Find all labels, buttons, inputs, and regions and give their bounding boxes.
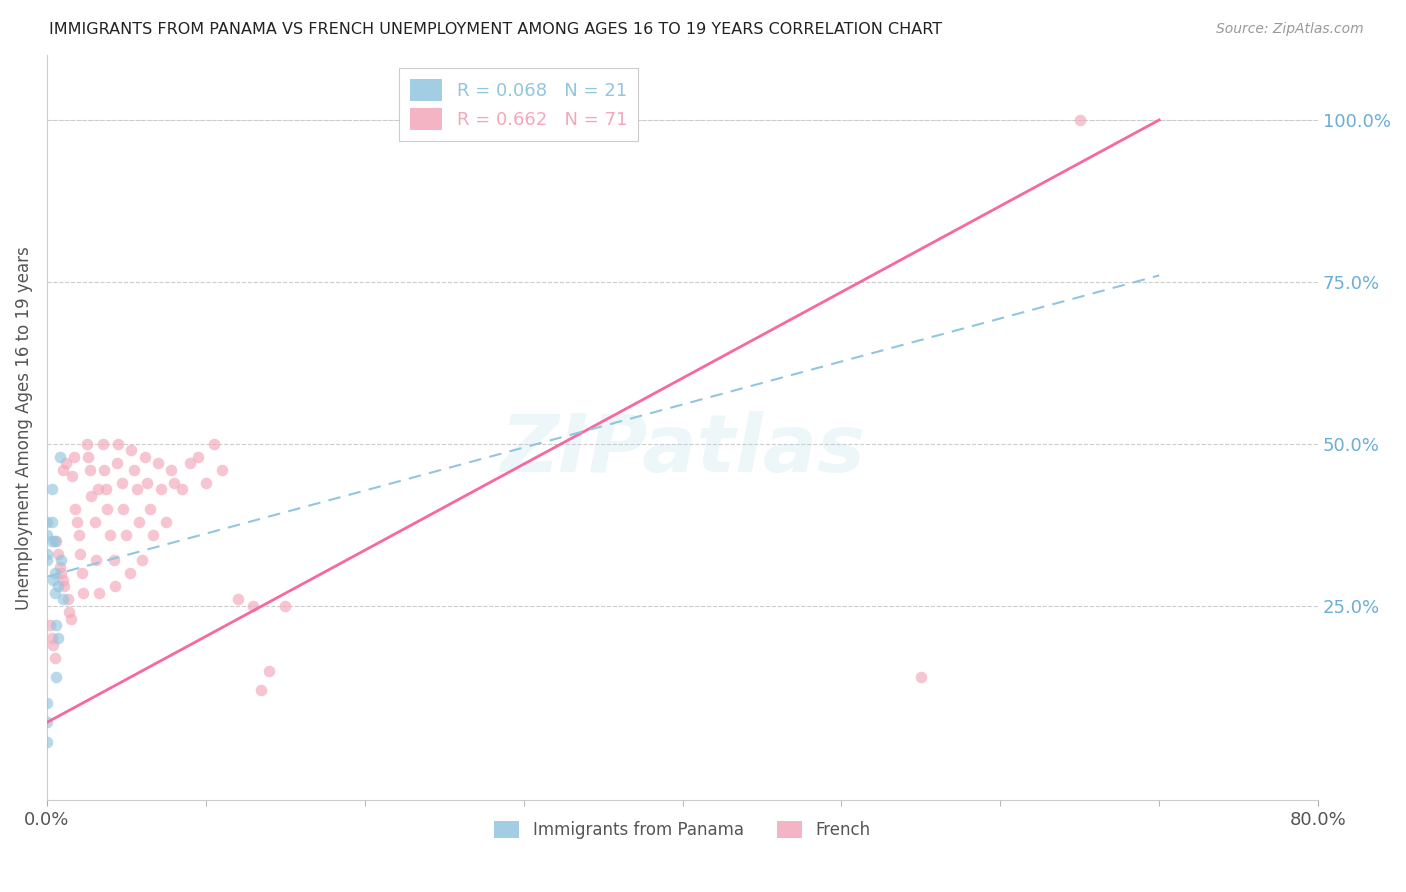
Text: Source: ZipAtlas.com: Source: ZipAtlas.com: [1216, 22, 1364, 37]
Point: [44, 566, 66, 581]
Point: [226, 592, 249, 607]
Legend: Immigrants from Panama, French: Immigrants from Panama, French: [488, 814, 877, 846]
Point: [46, 547, 69, 561]
Point: [242, 599, 264, 613]
Point: [63, 450, 86, 464]
Point: [155, 515, 177, 529]
Point: [910, 670, 932, 684]
Point: [187, 450, 209, 464]
Point: [44, 650, 66, 665]
Point: [48, 560, 70, 574]
Point: [259, 664, 281, 678]
Point: [42, 638, 65, 652]
Point: [163, 475, 186, 490]
Point: [96, 501, 118, 516]
Point: [87, 482, 110, 496]
Point: [48, 450, 70, 464]
Point: [44, 586, 66, 600]
Point: [45, 534, 67, 549]
Y-axis label: Unemployment Among Ages 16 to 19 years: Unemployment Among Ages 16 to 19 years: [15, 246, 32, 609]
Point: [46, 579, 69, 593]
Point: [83, 515, 105, 529]
Point: [46, 632, 69, 646]
Point: [51, 553, 73, 567]
Point: [194, 475, 217, 490]
Text: IMMIGRANTS FROM PANAMA VS FRENCH UNEMPLOYMENT AMONG AGES 16 TO 19 YEARS CORRELAT: IMMIGRANTS FROM PANAMA VS FRENCH UNEMPLO…: [49, 22, 942, 37]
Point: [44, 534, 66, 549]
Point: [51, 566, 73, 581]
Point: [53, 579, 76, 593]
Point: [103, 553, 125, 567]
Point: [58, 605, 80, 619]
Point: [110, 475, 132, 490]
Point: [160, 463, 183, 477]
Point: [202, 437, 225, 451]
Point: [35, 553, 58, 567]
Point: [41, 632, 63, 646]
Point: [77, 450, 100, 464]
Point: [35, 515, 58, 529]
Point: [45, 618, 67, 632]
Point: [100, 527, 122, 541]
Point: [115, 527, 138, 541]
Point: [45, 670, 67, 684]
Point: [112, 501, 135, 516]
Point: [150, 482, 173, 496]
Point: [35, 735, 58, 749]
Point: [35, 547, 58, 561]
Point: [131, 553, 153, 567]
Point: [60, 469, 83, 483]
Point: [146, 456, 169, 470]
Point: [35, 527, 58, 541]
Point: [41, 534, 63, 549]
Point: [89, 586, 111, 600]
Point: [80, 489, 103, 503]
Point: [105, 456, 128, 470]
Point: [107, 437, 129, 451]
Point: [79, 463, 101, 477]
Point: [41, 482, 63, 496]
Point: [134, 450, 156, 464]
Point: [250, 683, 273, 698]
Point: [91, 437, 114, 451]
Point: [127, 482, 149, 496]
Point: [179, 456, 201, 470]
Point: [66, 515, 89, 529]
Point: [139, 501, 162, 516]
Point: [211, 463, 233, 477]
Point: [41, 515, 63, 529]
Point: [170, 482, 193, 496]
Point: [76, 437, 98, 451]
Point: [67, 527, 90, 541]
Point: [52, 592, 75, 607]
Point: [52, 463, 75, 477]
Point: [136, 475, 159, 490]
Point: [52, 573, 75, 587]
Point: [65, 501, 87, 516]
Point: [69, 547, 91, 561]
Point: [70, 566, 93, 581]
Point: [39, 618, 62, 632]
Point: [84, 553, 107, 567]
Point: [124, 463, 146, 477]
Point: [1069, 112, 1091, 127]
Point: [35, 715, 58, 730]
Point: [72, 586, 94, 600]
Point: [120, 443, 142, 458]
Point: [55, 456, 77, 470]
Point: [94, 482, 117, 496]
Point: [56, 592, 79, 607]
Point: [59, 612, 82, 626]
Point: [93, 463, 115, 477]
Point: [42, 573, 65, 587]
Point: [118, 566, 141, 581]
Point: [35, 696, 58, 710]
Point: [274, 599, 297, 613]
Text: ZIPatlas: ZIPatlas: [501, 411, 865, 489]
Point: [104, 579, 127, 593]
Point: [128, 515, 150, 529]
Point: [142, 527, 165, 541]
